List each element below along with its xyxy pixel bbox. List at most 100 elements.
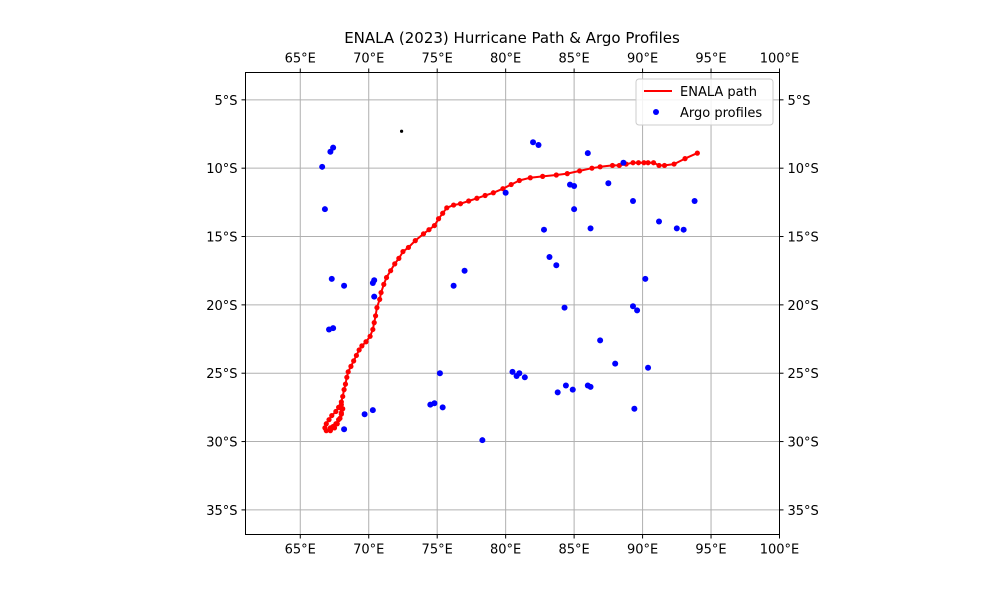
argo-profile-point: [620, 159, 627, 166]
hurricane-path-point: [508, 181, 514, 188]
x-tick-label-top: 70°E: [353, 52, 384, 67]
hurricane-path-point: [444, 205, 450, 211]
hurricane-path-point: [682, 156, 688, 162]
hurricane-path-point: [412, 238, 418, 244]
x-tick-label-bottom: 95°E: [695, 543, 726, 558]
hurricane-path-point: [333, 408, 339, 415]
x-tick-label-top: 90°E: [627, 52, 658, 67]
hurricane-path-point: [564, 171, 570, 177]
argo-profile-point: [605, 180, 612, 187]
argo-profile-point: [561, 304, 568, 311]
x-tick-label-bottom: 80°E: [490, 543, 521, 558]
hurricane-path-point: [383, 274, 390, 281]
hurricane-path-point: [356, 347, 362, 353]
hurricane-path-point: [482, 192, 488, 199]
hurricane-path-point: [353, 352, 360, 359]
hurricane-path-point: [327, 425, 333, 431]
hurricane-path-point: [336, 417, 342, 423]
argo-profile-point: [587, 383, 594, 390]
hurricane-path-point: [426, 227, 432, 233]
argo-profile-point: [571, 206, 578, 213]
hurricane-path-point: [342, 381, 349, 387]
argo-profile-point: [569, 386, 576, 393]
x-tick-label-bottom: 75°E: [422, 543, 453, 558]
argo-profile-point: [369, 407, 376, 414]
hurricane-path-point: [378, 289, 384, 296]
hurricane-path-point: [516, 177, 522, 184]
argo-profile-point: [645, 364, 652, 371]
argo-profile-point: [326, 326, 333, 333]
y-tick-label-left: 35°S: [206, 504, 237, 519]
grid: [245, 72, 780, 535]
argo-profile-point: [631, 405, 638, 412]
argo-profile-point: [516, 370, 523, 377]
argo-profile-point: [530, 139, 537, 146]
argo-profile-point: [629, 303, 636, 310]
hurricane-path-point: [405, 244, 412, 251]
axis-ticks: 65°E 65°E 70°E 70°E 75°E 75°E 80°E 80°E 85°E 85°E…: [206, 52, 819, 558]
hurricane-path-point: [420, 231, 427, 237]
hurricane-path-point: [370, 326, 376, 333]
argo-profile-point: [319, 163, 326, 170]
hurricane-path-point: [435, 216, 442, 222]
y-tick-label-right: 10°S: [788, 162, 819, 177]
argo-profile-point: [431, 400, 438, 407]
argo-profile-point: [634, 307, 641, 314]
argo-profile-point: [521, 374, 528, 381]
argo-profile-point: [554, 389, 561, 396]
x-tick-label-top: 80°E: [490, 52, 521, 67]
y-tick-label-left: 30°S: [206, 436, 237, 451]
hurricane-path-point: [396, 255, 402, 261]
argo-profile-point: [535, 141, 542, 148]
hurricane-path-point: [616, 162, 622, 169]
y-tick-label-left: 25°S: [206, 367, 237, 382]
hurricane-path-point: [381, 281, 387, 287]
hurricane-path-point: [372, 313, 379, 319]
x-tick-label-bottom: 100°E: [760, 543, 800, 558]
y-tick-label-left: 10°S: [206, 162, 237, 177]
hurricane-path-point: [359, 343, 365, 349]
argo-profile-point: [327, 148, 334, 155]
argo-profile-point: [502, 189, 509, 196]
hurricane-path-point: [466, 198, 472, 204]
argo-profiles-series: [319, 129, 698, 444]
argo-profile-point: [341, 426, 348, 433]
hurricane-path-point: [363, 339, 369, 345]
argo-profile-point: [597, 337, 604, 344]
argo-profile-point: [371, 293, 378, 300]
hurricane-path-point: [635, 160, 642, 166]
plot-frame: [245, 72, 780, 535]
hurricane-path-point: [500, 186, 506, 192]
hurricane-path-point: [576, 168, 583, 174]
hurricane-path-point: [329, 412, 335, 419]
hurricane-path-point: [641, 160, 647, 166]
hurricane-path-point: [451, 202, 457, 208]
argo-profile-point: [509, 368, 516, 375]
argo-profile-point: [369, 279, 376, 286]
hurricane-path-point: [341, 387, 347, 393]
hurricane-path-point: [367, 333, 373, 339]
y-tick-label-right: 15°S: [788, 231, 819, 246]
x-tick-label-top: 100°E: [760, 52, 800, 67]
y-tick-label-right: 35°S: [788, 504, 819, 519]
hurricane-path-point: [340, 393, 346, 400]
argo-profile-point: [439, 404, 446, 411]
argo-profile-point: [673, 225, 680, 232]
argo-profile-point: [680, 226, 687, 233]
hurricane-path-point: [340, 406, 346, 412]
hurricane-path-series: [322, 150, 700, 434]
hurricane-path-point: [371, 320, 377, 326]
hurricane-path-point: [323, 421, 329, 427]
hurricane-path-point: [589, 165, 595, 171]
hurricane-path-point: [351, 358, 357, 364]
argo-profile-point: [612, 360, 619, 367]
argo-profile-point: [562, 382, 569, 389]
x-tick-label-bottom: 85°E: [558, 543, 589, 558]
hurricane-path-point: [694, 150, 700, 156]
argo-profile-point: [656, 218, 663, 225]
y-tick-label-left: 20°S: [206, 299, 237, 314]
hurricane-path-point: [322, 425, 328, 431]
hurricane-path-point: [326, 417, 332, 423]
x-tick-label-bottom: 65°E: [285, 543, 316, 558]
